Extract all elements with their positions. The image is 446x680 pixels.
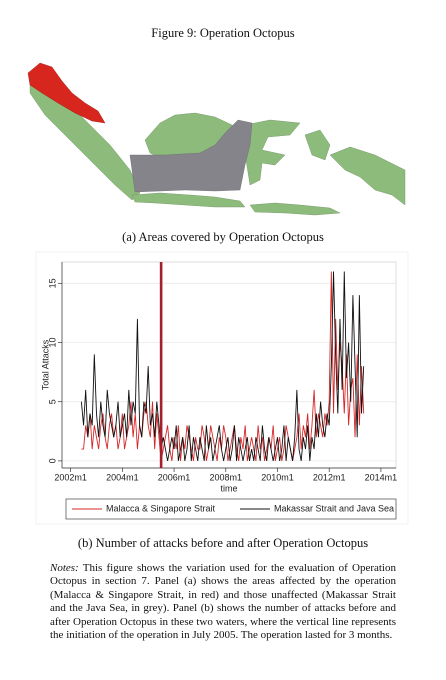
legend-label: Malacca & Singapore Strait — [106, 503, 216, 513]
y-tick-label: 10 — [47, 337, 57, 347]
x-tick-label: 2014m1 — [365, 472, 398, 482]
x-tick-label: 2006m1 — [158, 472, 191, 482]
x-axis-label: time — [220, 483, 237, 493]
x-tick-label: 2004m1 — [106, 472, 139, 482]
nusa-tenggara — [249, 202, 341, 216]
x-tick-label: 2012m1 — [313, 472, 346, 482]
x-tick-label: 2010m1 — [261, 472, 294, 482]
map — [27, 62, 406, 216]
figure-title: Figure 9: Operation Octopus — [151, 26, 295, 40]
series-line — [81, 271, 365, 461]
x-tick-label: 2002m1 — [54, 472, 87, 482]
series-line — [80, 271, 365, 461]
map-caption: (a) Areas covered by Operation Octopus — [122, 230, 324, 244]
y-axis-label: Total Attacks — [40, 339, 50, 390]
sumatra — [29, 79, 141, 201]
notes: Notes: This figure shows the variation u… — [50, 562, 396, 642]
plot-area — [61, 261, 397, 469]
malacca-area — [27, 62, 106, 124]
y-tick-label: 15 — [47, 278, 57, 288]
x-tick-label: 2008m1 — [210, 472, 243, 482]
chart: Total Attacks time 0 5 10 15 2002m1 2004m1 200… — [35, 251, 409, 525]
legend-label: Makassar Strait and Java Sea — [274, 503, 394, 513]
papua — [329, 146, 406, 206]
notes-label: Notes: — [50, 562, 79, 574]
notes-text: This figure shows the variation used for… — [50, 562, 396, 642]
sulawesi — [239, 119, 301, 186]
legend — [65, 498, 397, 520]
chart-caption: (b) Number of attacks before and after O… — [77, 536, 369, 550]
java — [131, 192, 246, 208]
java-sea-area — [129, 119, 253, 193]
y-tick-label: 0 — [47, 458, 57, 463]
y-tick-label: 5 — [47, 399, 57, 404]
maluku — [304, 129, 331, 161]
